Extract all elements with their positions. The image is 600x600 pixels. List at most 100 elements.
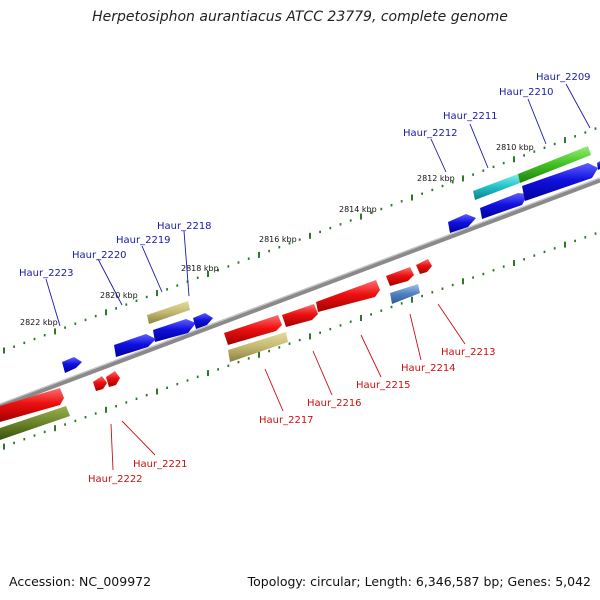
- gene-haur_2218: [147, 301, 190, 324]
- gene-haur_2211: [480, 193, 528, 219]
- minor-tick: [186, 379, 189, 382]
- minor-tick: [441, 184, 444, 188]
- gene-haur_2219b: [193, 313, 213, 329]
- minor-tick: [400, 200, 403, 203]
- minor-tick: [217, 269, 219, 272]
- minor-tick: [278, 246, 281, 249]
- gene-haur_2214: [386, 267, 414, 286]
- minor-tick: [390, 204, 393, 207]
- gene-haur_2219: [153, 319, 196, 342]
- minor-tick: [533, 254, 536, 257]
- minor-tick: [278, 346, 281, 349]
- major-tick: [513, 260, 515, 266]
- minor-tick: [64, 423, 66, 426]
- minor-tick: [451, 283, 454, 287]
- minor-tick: [247, 357, 250, 360]
- tick-label: 2820 kbp: [100, 291, 138, 300]
- major-tick: [105, 406, 107, 413]
- major-tick: [309, 333, 311, 340]
- minor-tick: [451, 181, 454, 184]
- gene-label-haur_2212: Haur_2212: [403, 128, 458, 139]
- major-tick: [309, 232, 311, 239]
- gene-haur_2213: [416, 259, 432, 274]
- minor-tick: [472, 173, 474, 176]
- minor-tick: [115, 307, 117, 310]
- minor-tick: [74, 419, 77, 423]
- tick-label: 2816 kbp: [259, 235, 297, 244]
- minor-tick: [431, 188, 434, 192]
- gene-haur_2221: [106, 371, 120, 387]
- minor-tick: [268, 349, 270, 353]
- minor-tick: [237, 360, 240, 364]
- minor-tick: [166, 386, 168, 389]
- gene-label-haur_2222: Haur_2222: [88, 474, 143, 485]
- minor-tick: [339, 324, 342, 327]
- minor-tick: [441, 287, 444, 290]
- gene-haur_2217b: [228, 332, 288, 362]
- label-connectors: [45, 83, 591, 471]
- major-tick: [54, 425, 56, 432]
- tick-label: 2814 kbp: [339, 205, 377, 214]
- minor-tick: [64, 326, 66, 329]
- major-tick: [360, 315, 362, 321]
- minor-tick: [523, 154, 525, 157]
- minor-tick: [135, 299, 138, 302]
- gene-haur_2221b: [93, 376, 107, 391]
- major-tick: [207, 370, 209, 377]
- major-tick: [207, 271, 209, 277]
- minor-tick: [319, 331, 321, 334]
- minor-tick: [23, 341, 26, 345]
- minor-tick: [237, 261, 240, 264]
- minor-tick: [33, 434, 36, 437]
- gene-block-upper: [62, 146, 600, 373]
- minor-tick: [594, 232, 597, 235]
- gene-haur_2217: [224, 315, 282, 345]
- gene-label-haur_2214: Haur_2214: [401, 363, 456, 374]
- minor-tick: [176, 382, 179, 386]
- major-tick: [156, 388, 158, 395]
- minor-tick: [380, 309, 383, 312]
- minor-tick: [166, 288, 168, 291]
- lower-tick-track: [3, 232, 597, 450]
- minor-tick: [380, 207, 383, 211]
- gene-label-haur_2216: Haur_2216: [307, 398, 362, 409]
- major-tick: [105, 309, 107, 316]
- minor-tick: [339, 223, 342, 226]
- minor-tick: [43, 334, 46, 337]
- minor-tick: [23, 438, 26, 441]
- minor-tick: [288, 342, 291, 345]
- gene-label-haur_2215: Haur_2215: [356, 380, 411, 391]
- minor-tick: [533, 150, 536, 153]
- minor-tick: [584, 236, 587, 239]
- minor-tick: [298, 238, 301, 241]
- minor-tick: [390, 305, 393, 309]
- minor-tick: [145, 295, 148, 299]
- tick-label: 2818 kbp: [181, 264, 219, 273]
- major-tick: [258, 251, 260, 258]
- gene-label-haur_2211: Haur_2211: [443, 111, 498, 122]
- gene-haur_2216: [282, 304, 318, 327]
- major-tick: [411, 194, 413, 201]
- gene-label-haur_2221: Haur_2221: [133, 459, 188, 470]
- minor-tick: [247, 257, 250, 260]
- genome-title: Herpetosiphon aurantiacus ATCC 23779, co…: [92, 9, 508, 25]
- major-tick: [513, 156, 515, 163]
- minor-tick: [370, 211, 372, 214]
- gene-haur_2212: [448, 214, 476, 233]
- minor-tick: [502, 265, 505, 268]
- minor-tick: [492, 269, 495, 272]
- minor-tick: [400, 302, 403, 305]
- minor-tick: [84, 318, 87, 322]
- gene-label-haur_2219: Haur_2219: [116, 235, 171, 246]
- minor-tick: [543, 250, 546, 254]
- gene-label-haur_2217: Haur_2217: [259, 415, 314, 426]
- minor-tick: [492, 165, 495, 169]
- gene-label-haur_2223: Haur_2223: [19, 268, 74, 279]
- major-tick: [360, 213, 362, 220]
- minor-tick: [421, 294, 423, 298]
- gene-label-haur_2220: Haur_2220: [72, 250, 127, 261]
- minor-tick: [94, 412, 97, 415]
- gene-haur_2223: [62, 357, 82, 373]
- minor-tick: [176, 284, 179, 287]
